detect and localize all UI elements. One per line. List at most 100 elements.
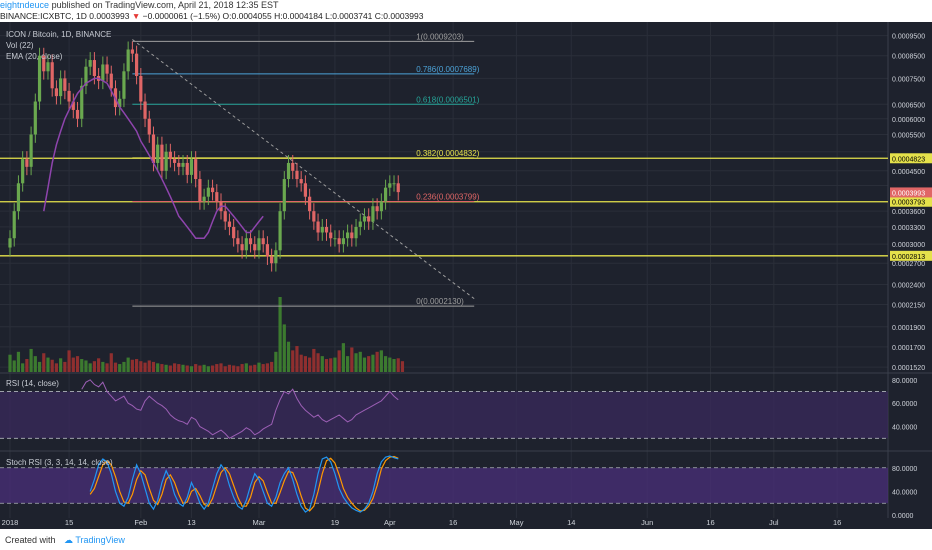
symbol-name: BINANCE:ICXBTC, 1D xyxy=(0,11,87,21)
candle-body xyxy=(308,196,312,212)
candle-body xyxy=(160,144,164,171)
volume-bar xyxy=(346,356,350,372)
candle-body xyxy=(244,238,248,251)
price-tick-label: 0.0004500 xyxy=(892,169,925,176)
volume-bar xyxy=(177,364,181,372)
price-tick-label: 0.0006000 xyxy=(892,117,925,124)
volume-bar xyxy=(278,297,282,372)
volume-bar xyxy=(135,359,139,372)
candle-body xyxy=(295,170,299,180)
author-link[interactable]: eightndeuce xyxy=(0,0,50,10)
candle-body xyxy=(299,179,303,184)
candle-body xyxy=(354,226,358,239)
price-tick-label: 0.0003600 xyxy=(892,209,925,216)
candle-body xyxy=(71,101,75,110)
price-tick-label: 0.0001700 xyxy=(892,345,925,352)
volume-bar xyxy=(350,347,354,372)
volume-bar xyxy=(54,363,59,372)
candle-body xyxy=(396,183,400,193)
volume-bar xyxy=(324,359,329,372)
candle-body xyxy=(88,60,92,67)
volume-bar xyxy=(362,357,367,372)
current-price-label: 0.0003993 xyxy=(892,190,925,197)
candle-body xyxy=(194,159,198,180)
stoch-k-line xyxy=(89,455,399,513)
volume-bar xyxy=(75,356,80,372)
close-value: C:0.0003993 xyxy=(374,11,424,21)
volume-bar xyxy=(21,363,25,372)
volume-bar xyxy=(59,358,63,372)
stoch-tick-label: 80.0000 xyxy=(892,466,917,473)
rsi-legend: RSI (14, close) xyxy=(6,379,59,388)
candle-body xyxy=(286,162,291,180)
candle-body xyxy=(198,179,202,202)
volume-bar xyxy=(219,363,223,372)
volume-bar xyxy=(248,365,253,372)
candle-body xyxy=(105,64,109,74)
volume-bar xyxy=(168,365,172,372)
volume-bar xyxy=(101,361,105,372)
candle-body xyxy=(67,90,71,102)
volume-bar xyxy=(181,364,185,372)
candle-body xyxy=(46,62,50,72)
fibonacci-retracement[interactable]: 1(0.0009203) 0.786(0.0007689) 0.618(0.0006… xyxy=(132,32,480,307)
fib-level-label: 1(0.0009203) xyxy=(416,32,464,41)
volume-bar xyxy=(50,359,54,372)
low-value: L:0.0003741 xyxy=(325,11,373,21)
volume-bar xyxy=(29,348,33,372)
candle-body xyxy=(278,211,282,251)
rsi-line xyxy=(81,379,399,439)
volume-bar xyxy=(164,364,168,372)
candle-body xyxy=(240,244,244,251)
volume-bar xyxy=(316,353,320,372)
candle-body xyxy=(25,159,29,167)
candle-body xyxy=(109,73,113,89)
volume-bar xyxy=(185,365,189,372)
price-axis[interactable]: 0.0003993 0.0009500 0.0008500 0.0007500 0.00… xyxy=(890,34,932,520)
candle-body xyxy=(375,206,379,212)
stoch-band-fill xyxy=(0,467,888,504)
candle-body xyxy=(135,53,139,76)
volume-bar xyxy=(308,357,312,372)
candle-body xyxy=(379,201,383,212)
candle-body xyxy=(177,162,181,167)
volume-bar xyxy=(333,357,337,372)
candle-body xyxy=(274,250,278,264)
candle-body xyxy=(367,216,371,222)
volume-bar xyxy=(16,351,21,372)
candle-body xyxy=(316,221,320,233)
volume-bar xyxy=(109,353,113,372)
volume-bar xyxy=(42,353,46,372)
candle-body xyxy=(329,232,333,239)
time-axis[interactable]: 2018 15 Feb 13 Mar 19 Apr 16 May 14 Jun 16 Jul 16 xyxy=(2,518,842,527)
candle-body xyxy=(12,211,16,239)
candle-body xyxy=(181,162,185,167)
volume-bar xyxy=(210,365,215,372)
level-price-tag xyxy=(890,153,932,164)
volume-bar xyxy=(337,350,341,372)
price-tick-label: 0.0005500 xyxy=(892,133,925,140)
price-tick-label: 0.0008500 xyxy=(892,54,925,61)
volume-bar xyxy=(274,351,278,372)
volume-bar xyxy=(92,361,96,372)
volume-bar xyxy=(130,359,134,372)
volume-bar xyxy=(375,351,379,372)
candle-body xyxy=(59,78,63,97)
volume-bar xyxy=(371,354,375,372)
time-tick-label: 15 xyxy=(65,518,73,527)
volume-bar xyxy=(232,365,236,372)
volume-bar xyxy=(97,358,101,372)
volume-bar xyxy=(84,360,88,372)
rsi-tick-label: 80.0000 xyxy=(892,378,917,385)
candle-body xyxy=(261,238,265,245)
time-tick-label: 13 xyxy=(187,518,195,527)
candle-body xyxy=(29,134,33,167)
volume-bar xyxy=(122,361,126,372)
tradingview-brand[interactable]: TradingView xyxy=(75,535,125,545)
candle-body xyxy=(16,183,21,212)
candle-body xyxy=(126,49,130,72)
candle-body xyxy=(156,144,160,163)
candle-body xyxy=(223,211,227,222)
trading-chart[interactable]: 0.0004823 0.0003793 0.0002813 1(0.0009203)… xyxy=(0,22,932,529)
volume-bar xyxy=(320,356,324,372)
